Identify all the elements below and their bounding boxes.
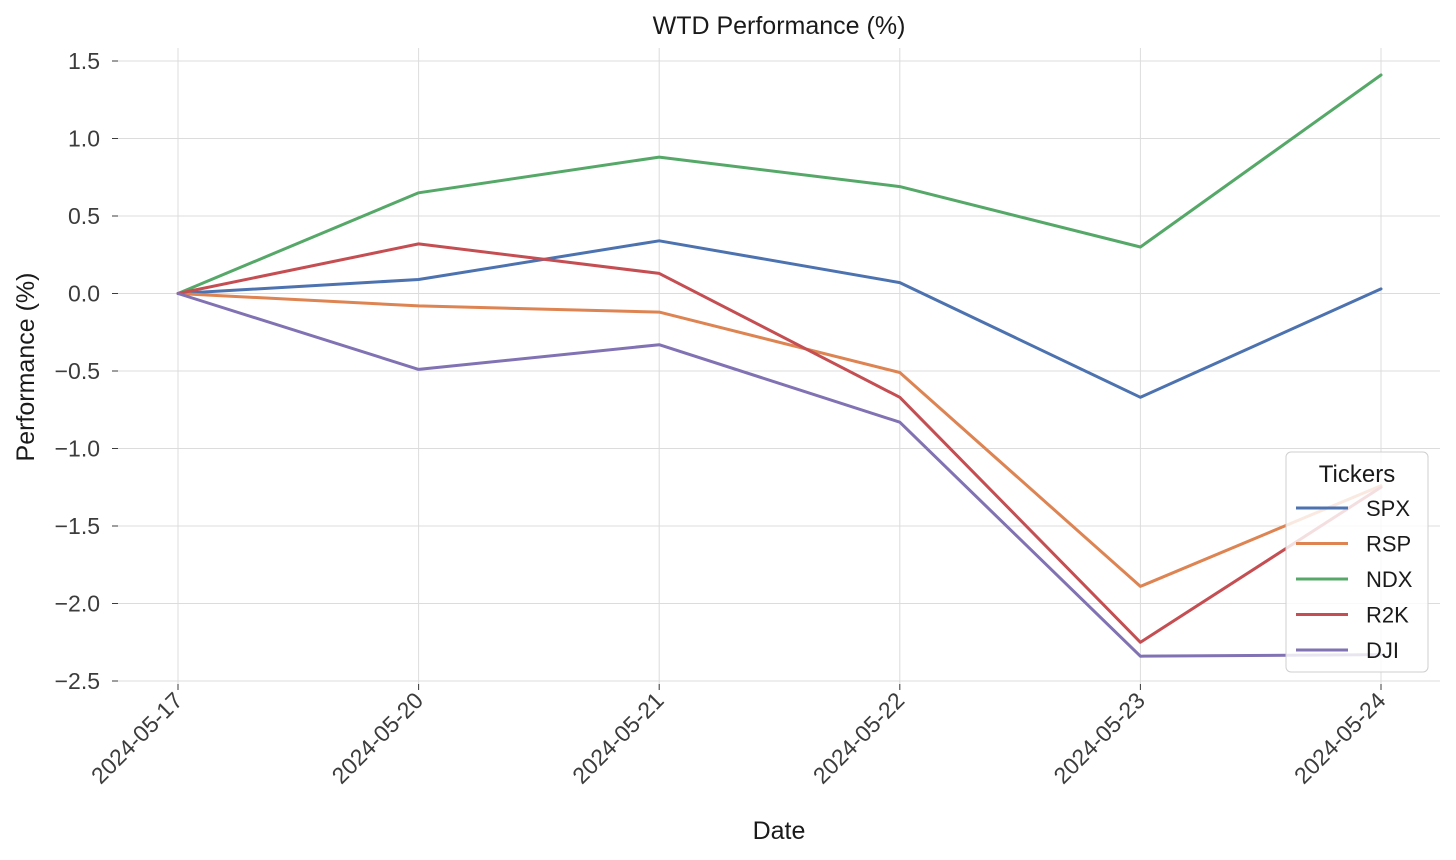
- y-axis: 1.5 1.0 0.5 0.0 −0.5 −1.0 −1.5 −2.0 −2.5: [55, 48, 118, 694]
- series-line-r2k: [176, 242, 1383, 644]
- y-tick-label: −2.5: [55, 668, 100, 694]
- x-tick-label: 2024-05-21: [567, 687, 669, 789]
- legend-label-ndx: NDX: [1366, 567, 1413, 592]
- legend-title: Tickers: [1319, 461, 1395, 488]
- grid-layer: [118, 48, 1440, 690]
- y-tick-label: 1.5: [68, 48, 100, 74]
- legend-label-dji: DJI: [1366, 638, 1399, 663]
- x-tick-label: 2024-05-20: [327, 687, 429, 789]
- x-tick-label: 2024-05-23: [1048, 687, 1150, 789]
- x-tick-label: 2024-05-22: [808, 687, 910, 789]
- legend-label-r2k: R2K: [1366, 603, 1409, 628]
- series-line-spx: [176, 239, 1383, 399]
- chart-title: WTD Performance (%): [653, 12, 906, 40]
- y-tick-label: −1.5: [55, 513, 100, 539]
- legend-label-spx: SPX: [1366, 496, 1410, 521]
- series-layer: [176, 73, 1383, 658]
- y-tick-label: 1.0: [68, 126, 100, 152]
- x-tick-label: 2024-05-24: [1289, 687, 1391, 789]
- y-tick-label: 0.5: [68, 203, 100, 229]
- x-axis: 2024-05-17 2024-05-20 2024-05-21 2024-05-22…: [86, 684, 1391, 789]
- legend: Tickers SPX RSP NDX R2K DJI: [1285, 451, 1429, 673]
- series-line-rsp: [176, 292, 1383, 588]
- y-axis-title: Performance (%): [12, 273, 40, 462]
- legend-label-rsp: RSP: [1366, 532, 1411, 557]
- y-tick-label: 0.0: [68, 281, 100, 307]
- y-tick-label: −1.0: [55, 436, 100, 462]
- y-tick-label: −2.0: [55, 591, 100, 617]
- series-line-dji: [176, 292, 1383, 658]
- series-line-ndx: [176, 73, 1383, 295]
- x-axis-title: Date: [753, 817, 806, 845]
- x-tick-label: 2024-05-17: [86, 687, 188, 789]
- y-tick-label: −0.5: [55, 358, 100, 384]
